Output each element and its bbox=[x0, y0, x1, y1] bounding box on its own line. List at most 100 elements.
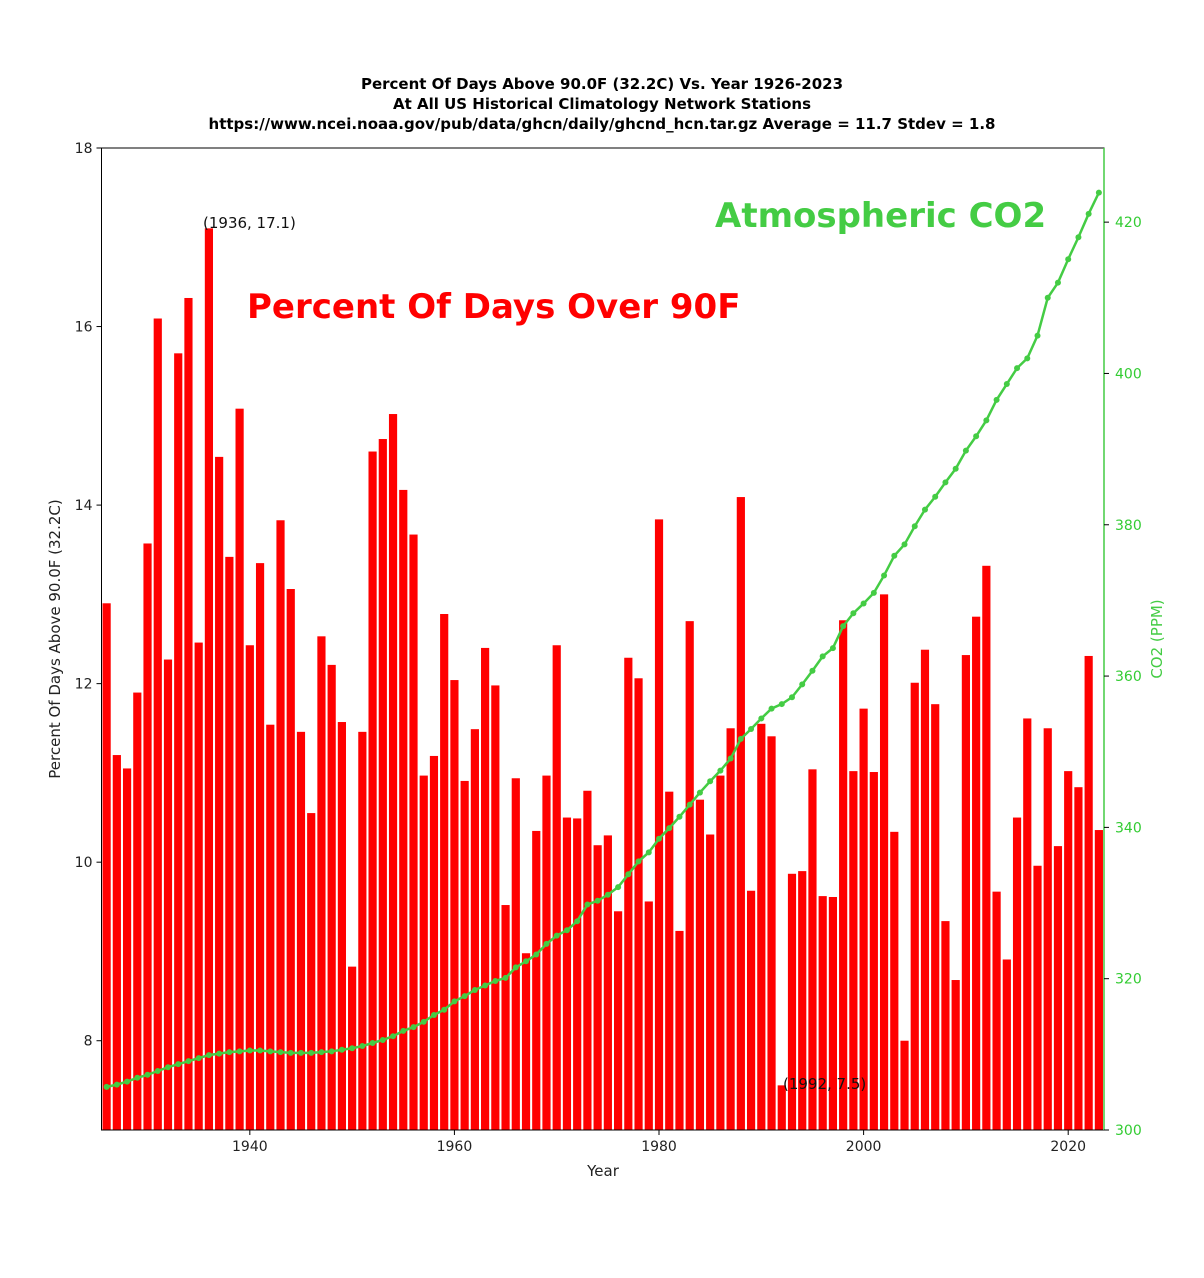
co2-point-1949 bbox=[338, 1046, 345, 1053]
bar-1937 bbox=[215, 456, 224, 1130]
bar-1953 bbox=[378, 439, 387, 1131]
annotation-min: (1992, 7.5) bbox=[783, 1075, 866, 1093]
co2-point-1937 bbox=[216, 1050, 223, 1057]
y-axis-left: 8 10 12 14 16 18 bbox=[75, 141, 102, 1050]
co2-point-1982 bbox=[676, 813, 683, 820]
bar-1948 bbox=[327, 664, 336, 1130]
co2-point-1976 bbox=[615, 884, 622, 891]
bar-1975 bbox=[603, 835, 612, 1130]
co2-point-1986 bbox=[717, 767, 724, 774]
bar-1932 bbox=[163, 659, 173, 1130]
bar-1976 bbox=[614, 911, 623, 1130]
co2-point-1961 bbox=[461, 993, 468, 1000]
co2-point-1945 bbox=[297, 1049, 304, 1056]
bar-1993 bbox=[787, 873, 797, 1130]
bar-2017 bbox=[1033, 865, 1042, 1130]
co2-point-1948 bbox=[328, 1048, 335, 1055]
bar-1984 bbox=[695, 799, 705, 1130]
bar-1947 bbox=[317, 636, 326, 1130]
co2-point-1957 bbox=[420, 1018, 427, 1025]
co2-point-1939 bbox=[236, 1048, 243, 1055]
bar-1963 bbox=[481, 647, 490, 1130]
co2-point-2016 bbox=[1024, 355, 1031, 362]
bar-2021 bbox=[1074, 787, 1083, 1130]
co2-point-1973 bbox=[584, 901, 591, 908]
co2-point-2015 bbox=[1014, 365, 1021, 372]
co2-point-2021 bbox=[1075, 234, 1082, 241]
bar-1927 bbox=[112, 755, 121, 1130]
y-tick-label-10: 10 bbox=[75, 855, 93, 871]
bar-1949 bbox=[337, 722, 346, 1130]
co2-point-1928 bbox=[124, 1078, 131, 1085]
bar-2001 bbox=[869, 772, 878, 1130]
x-axis-label: Year bbox=[586, 1162, 620, 1180]
bar-1989 bbox=[746, 890, 756, 1130]
bar-2003 bbox=[890, 831, 899, 1130]
bar-1981 bbox=[665, 791, 674, 1130]
bar-1931 bbox=[153, 318, 162, 1131]
co2-point-1987 bbox=[727, 755, 734, 762]
co2-point-2017 bbox=[1034, 332, 1041, 339]
x-tick-label-1960: 1960 bbox=[437, 1139, 473, 1155]
bar-1939 bbox=[235, 408, 244, 1130]
bar-1960 bbox=[450, 680, 459, 1130]
bar-1926 bbox=[102, 603, 111, 1130]
bar-2019 bbox=[1053, 846, 1063, 1130]
co2-point-1954 bbox=[390, 1033, 397, 1040]
bar-1969 bbox=[542, 775, 551, 1130]
bar-1955 bbox=[399, 489, 408, 1130]
bar-2013 bbox=[992, 891, 1001, 1130]
bar-1974 bbox=[593, 845, 602, 1130]
co2-point-2012 bbox=[983, 417, 990, 424]
bar-1930 bbox=[143, 543, 152, 1130]
co2-point-1930 bbox=[144, 1071, 151, 1078]
x-tick-label-1980: 1980 bbox=[641, 1139, 677, 1155]
co2-point-1994 bbox=[799, 681, 806, 688]
x-tick-label-1940: 1940 bbox=[232, 1139, 268, 1155]
co2-point-2022 bbox=[1085, 210, 1092, 217]
co2-point-1942 bbox=[267, 1048, 274, 1055]
co2-point-1962 bbox=[471, 987, 478, 994]
co2-point-1967 bbox=[523, 958, 530, 965]
bar-2015 bbox=[1012, 817, 1022, 1130]
bar-1966 bbox=[511, 778, 520, 1130]
co2-point-1955 bbox=[400, 1027, 407, 1034]
co2-point-2007 bbox=[932, 493, 939, 500]
co2-point-2011 bbox=[973, 433, 980, 440]
bar-2008 bbox=[941, 921, 950, 1130]
bar-1990 bbox=[757, 723, 766, 1130]
bar-1942 bbox=[266, 724, 275, 1130]
bar-2007 bbox=[931, 704, 940, 1130]
co2-point-1958 bbox=[430, 1012, 437, 1019]
bar-1988 bbox=[736, 497, 745, 1130]
co2-point-1933 bbox=[175, 1061, 182, 1068]
co2-point-2004 bbox=[901, 541, 908, 548]
co2-point-1979 bbox=[645, 849, 652, 856]
bar-1992 bbox=[777, 1085, 786, 1130]
co2-point-2005 bbox=[911, 523, 918, 530]
bar-1957 bbox=[419, 775, 428, 1130]
y2-tick-label-320: 320 bbox=[1115, 972, 1142, 988]
co2-point-1944 bbox=[287, 1049, 294, 1056]
co2-point-2014 bbox=[1003, 381, 1010, 388]
bar-1934 bbox=[184, 297, 193, 1131]
co2-point-1996 bbox=[819, 653, 826, 660]
co2-point-1959 bbox=[441, 1006, 448, 1013]
bar-2016 bbox=[1023, 718, 1032, 1130]
bar-1936 bbox=[204, 228, 214, 1130]
co2-point-1952 bbox=[369, 1039, 376, 1046]
co2-point-1997 bbox=[829, 645, 836, 652]
bar-series bbox=[102, 228, 1103, 1131]
bar-1954 bbox=[388, 414, 398, 1130]
co2-point-1985 bbox=[707, 778, 714, 785]
bar-1938 bbox=[225, 556, 234, 1130]
bar-1971 bbox=[562, 817, 572, 1130]
x-tick-label-2000: 2000 bbox=[846, 1139, 882, 1155]
bar-1965 bbox=[501, 905, 510, 1130]
co2-point-2019 bbox=[1054, 279, 1061, 286]
co2-point-1998 bbox=[840, 623, 847, 630]
bar-1941 bbox=[255, 563, 265, 1130]
chart-title: Percent Of Days Above 90.0F (32.2C) Vs. … bbox=[209, 75, 996, 133]
co2-point-1978 bbox=[635, 858, 642, 865]
co2-point-2010 bbox=[962, 447, 969, 454]
